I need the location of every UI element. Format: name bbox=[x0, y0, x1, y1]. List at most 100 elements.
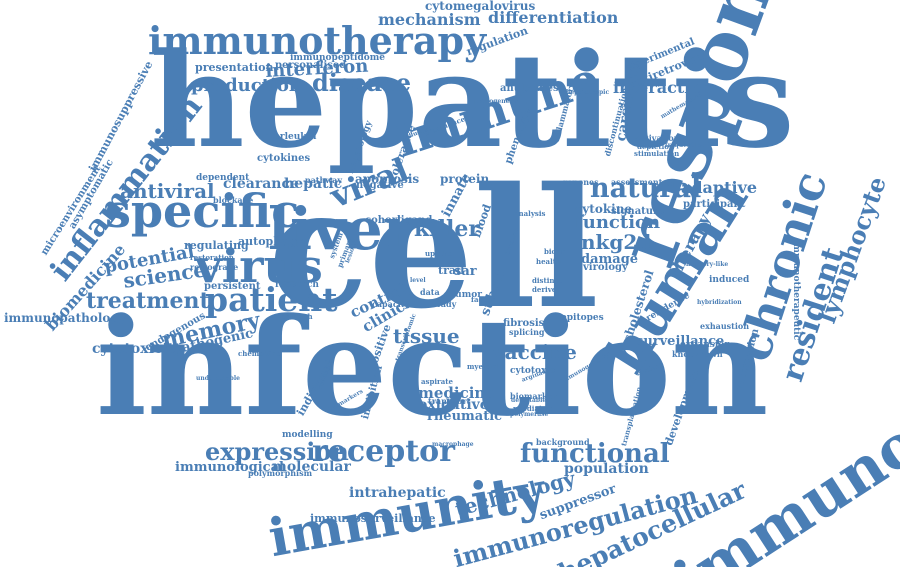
word-capacity: capacity bbox=[372, 299, 410, 309]
word-activation: activation bbox=[635, 133, 680, 143]
word-disease: disease bbox=[312, 68, 412, 97]
word-derived: derived bbox=[532, 285, 562, 294]
word-approach: approach bbox=[276, 312, 313, 321]
word-tumor: tumor bbox=[451, 290, 482, 300]
word-immunopathology: immunopathology bbox=[4, 311, 126, 325]
word-frequencies: frequencies bbox=[665, 142, 705, 149]
word-liver: liver bbox=[268, 195, 414, 263]
word-dependent: dependent bbox=[196, 173, 250, 183]
word-persistent: persistent bbox=[204, 281, 261, 292]
word-polymerase: polymerase bbox=[510, 411, 549, 418]
word-virus: virus bbox=[195, 239, 323, 293]
word-assessment: assessment bbox=[611, 177, 663, 187]
word-differentiation: differentiation bbox=[488, 8, 619, 27]
word-mechanism: mechanism bbox=[378, 10, 481, 29]
word-modelling: modelling bbox=[282, 430, 333, 440]
word-cell: cell bbox=[268, 151, 599, 345]
word-damage: damage bbox=[581, 252, 639, 267]
word-functional: functional bbox=[520, 439, 670, 469]
word-pathogenesis: pathogenesis bbox=[474, 98, 519, 105]
word-infection: infection bbox=[96, 288, 769, 446]
word-background: background bbox=[536, 437, 590, 447]
word-repones: repones bbox=[563, 177, 599, 187]
word-intrahepatic: intrahepatic bbox=[349, 485, 446, 501]
word-cytomegalovirus: cytomegalovirus bbox=[425, 0, 536, 13]
word-treatment: treatment bbox=[86, 288, 210, 314]
word-induced: induced bbox=[709, 275, 750, 285]
word-apoptosis: apoptosis bbox=[355, 172, 420, 186]
word-tissue: tissue bbox=[393, 324, 460, 348]
word-clearance: clearance bbox=[223, 176, 299, 192]
word-expansion: expansion bbox=[680, 340, 731, 350]
word-myeloid: myeloid bbox=[467, 362, 498, 371]
word-protein: protein bbox=[440, 172, 490, 186]
word-ligand: ligand bbox=[397, 215, 433, 226]
word-autophagy: autophagy bbox=[238, 235, 303, 248]
word-cohort: cohort bbox=[365, 215, 402, 226]
word-cytokines: cytokines bbox=[257, 153, 311, 164]
word-factor: factor bbox=[471, 295, 495, 304]
word-immunopeptidome: immunopeptidome bbox=[290, 53, 385, 63]
word-participant: participant bbox=[683, 199, 746, 210]
word-sar: sar bbox=[454, 264, 477, 279]
word-analysis: analysis bbox=[514, 209, 546, 218]
word-killer: killer bbox=[414, 216, 480, 242]
word-virology: virology bbox=[583, 262, 628, 273]
word-healthy: healthy bbox=[536, 257, 566, 266]
word-biopsy: biopsy bbox=[544, 247, 570, 256]
word-pathway: pathway bbox=[305, 175, 343, 185]
word-aspirate: aspirate bbox=[421, 377, 453, 386]
word-cytokine: cytokine bbox=[575, 202, 633, 216]
word-signature: signature bbox=[611, 206, 665, 217]
word-blockade: blockade bbox=[213, 195, 254, 205]
word-presentation: presentation bbox=[195, 61, 274, 74]
word-specific: specific bbox=[105, 184, 300, 238]
word-natural: natural bbox=[590, 173, 702, 204]
word-biomarker: biomarker bbox=[510, 391, 557, 401]
word-personalised: personalised bbox=[275, 60, 347, 71]
word-hepatotropic: hepatotropic bbox=[566, 89, 610, 96]
word-vaccine: vaccine bbox=[493, 340, 577, 364]
word-splicing: splicing bbox=[509, 327, 545, 337]
word-data: data bbox=[420, 287, 440, 297]
word-macrophage: macrophage bbox=[432, 441, 474, 448]
word-stimulation: stimulation bbox=[634, 149, 680, 158]
word-knockdown: knockdown bbox=[672, 349, 723, 359]
word-production: production bbox=[191, 75, 302, 96]
word-medicine: medicine bbox=[418, 384, 495, 402]
word-nkg2d: nkg2d bbox=[581, 230, 652, 254]
word-fibrosis: fibrosis bbox=[503, 318, 545, 329]
word-restoration: restoration bbox=[190, 253, 234, 262]
word-epitopes: epitopes bbox=[561, 313, 604, 323]
word-chemokine: chemokine bbox=[238, 349, 281, 358]
word-antiviral: antiviral bbox=[120, 179, 215, 203]
word-level: level bbox=[410, 277, 426, 284]
word-study: study bbox=[432, 299, 457, 309]
word-molecular: molecular bbox=[272, 459, 351, 475]
word-immunological: immunological bbox=[175, 460, 284, 475]
word-hepatitis: hepatitis bbox=[150, 24, 795, 177]
word-hepatic: hepatic bbox=[284, 176, 343, 192]
word-regulating: regulating bbox=[184, 239, 249, 252]
word-polymorphism: polymorphism bbox=[248, 468, 313, 478]
word-hybridization: hybridization bbox=[697, 299, 742, 306]
word-rheumatic: rheumatic bbox=[427, 409, 503, 424]
word-expression: expression bbox=[205, 437, 349, 466]
word-uptake: uptake bbox=[425, 249, 453, 258]
word-immunotherapeutic: immunotherapeutic bbox=[791, 240, 801, 341]
word-research: research bbox=[275, 280, 319, 290]
word-depletion: depletion bbox=[637, 142, 675, 151]
word-paediatric: paediatric bbox=[513, 404, 553, 413]
word-immunotherapy: immunotherapy bbox=[148, 18, 487, 63]
word-retrograde: retrograde bbox=[190, 262, 239, 272]
word-memory-like: memory-like bbox=[686, 261, 729, 268]
word-negative: negative bbox=[356, 180, 404, 191]
word-oxidative: oxidative bbox=[418, 397, 489, 413]
word-trail: trail bbox=[438, 264, 465, 277]
word-patient: patient bbox=[205, 280, 338, 319]
word-undetectable: undetectable bbox=[196, 375, 240, 382]
word-population: population bbox=[564, 461, 649, 477]
word-cytotoxic: cytotoxic bbox=[510, 366, 556, 376]
word-detectable: detectable bbox=[511, 397, 547, 404]
